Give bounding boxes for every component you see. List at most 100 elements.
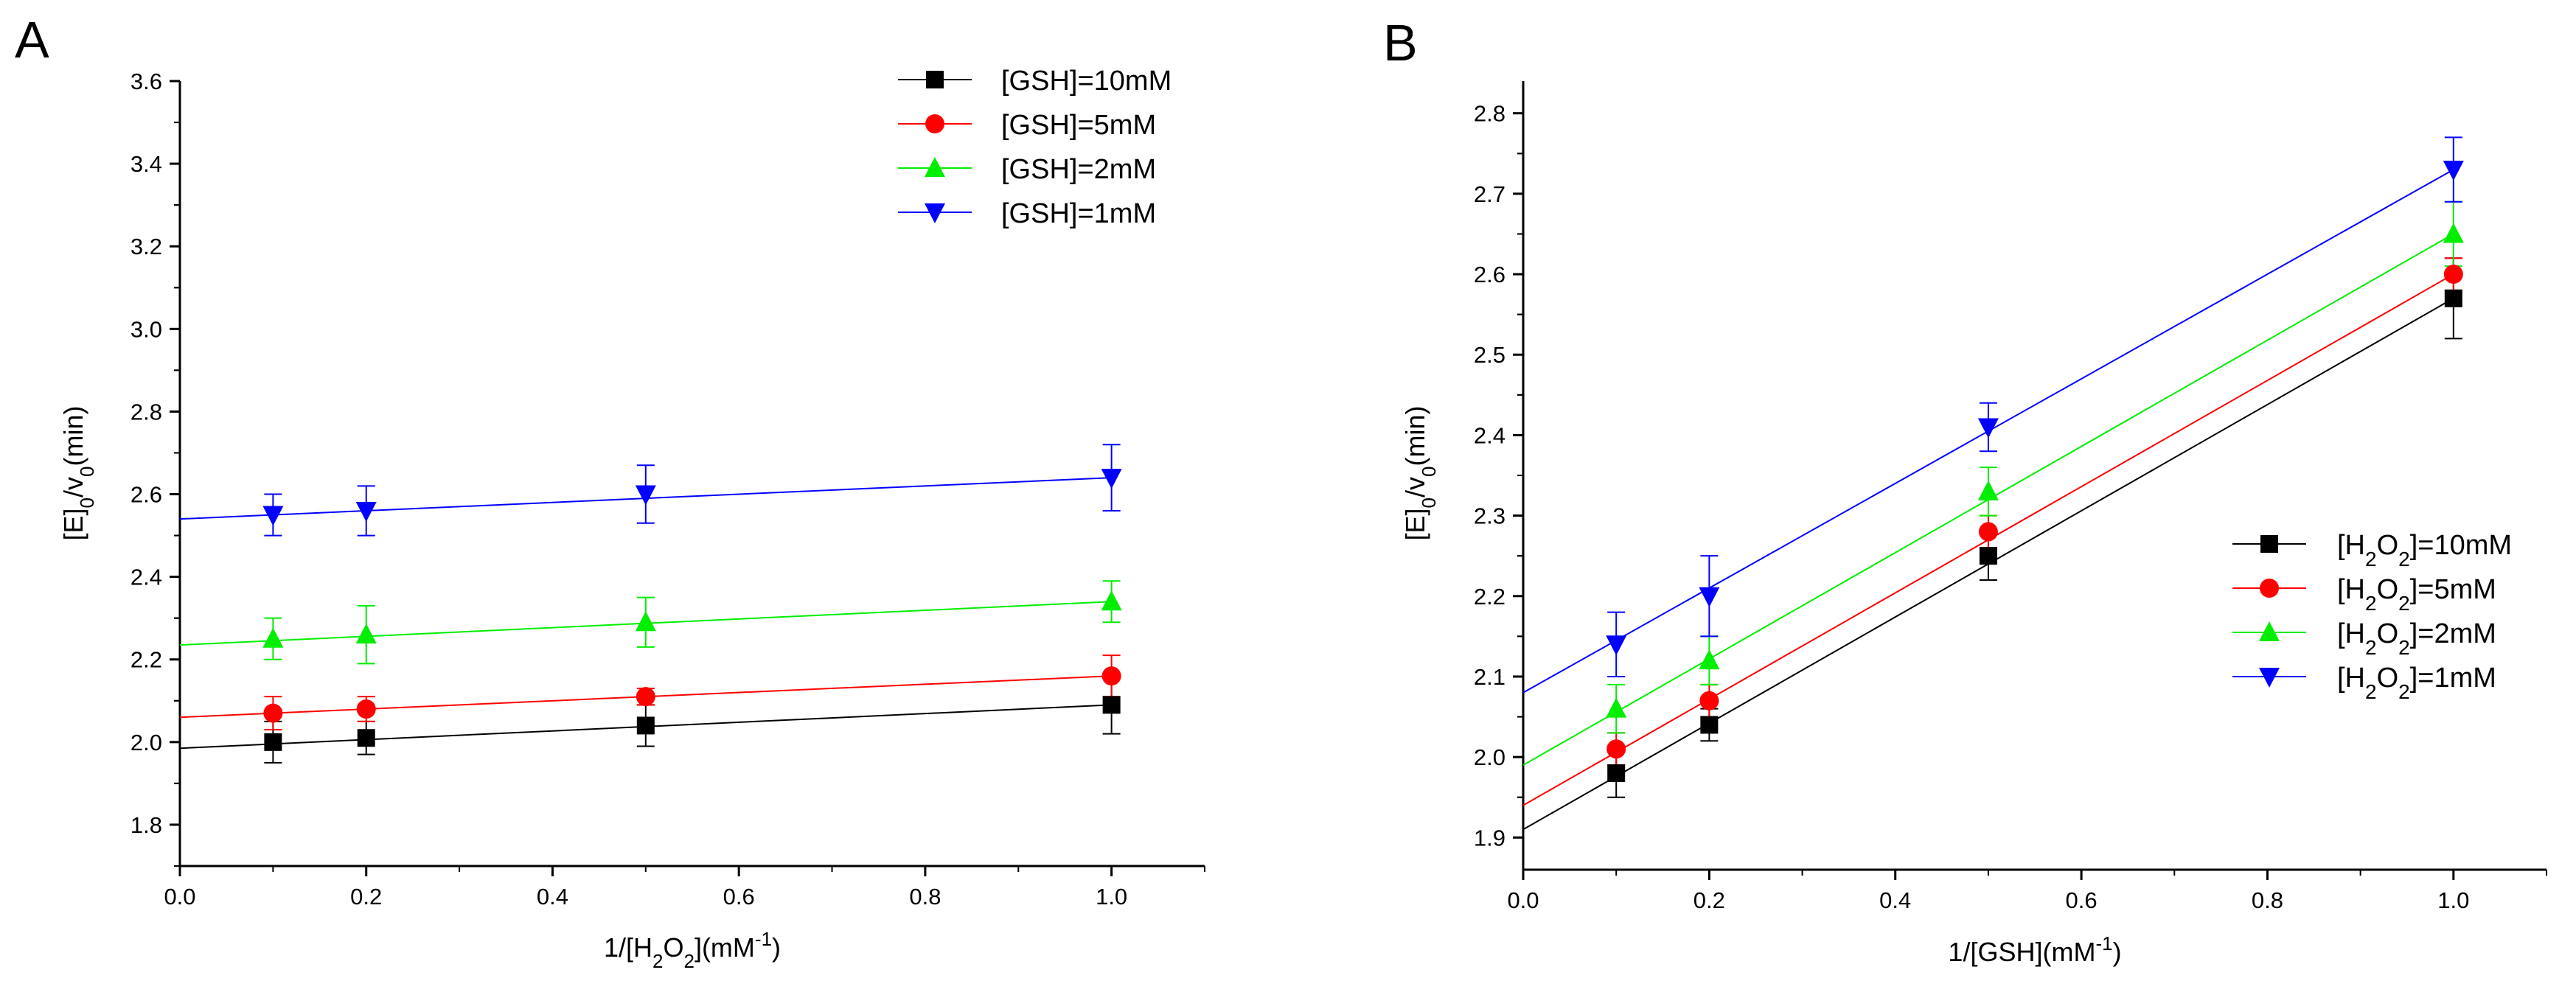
legend-b-marker-3 (2259, 621, 2280, 641)
chart-b-point (1978, 522, 1998, 542)
chart-a-ticks: 0.0 0.2 0.4 0.6 0.8 1.0 1.8 2.0 2.2 2.4 2.6 2.8 3.0 3… (130, 69, 1205, 910)
chart-a-y-tick-label: 3.4 (130, 151, 162, 177)
chart-a-point (264, 733, 282, 751)
legend-b-label-1: [H2O2]=10mM (2337, 530, 2512, 570)
legend-a-marker-4 (925, 203, 945, 223)
chart-a-x-tick-label: 0.4 (537, 884, 568, 910)
chart-a-x-label: 1/[H2O2](mM-1) (604, 928, 781, 972)
chart-b-y-tick-label: 2.8 (1474, 101, 1505, 127)
chart-b-error-bars (1607, 136, 2462, 798)
chart-a: 0.0 0.2 0.4 0.6 0.8 1.0 1.8 2.0 2.2 2.4 2.6 2.8 3.0 3… (58, 66, 1205, 972)
legend-a-label-3: [GSH]=2mM (1001, 154, 1156, 185)
chart-b: 0.0 0.2 0.4 0.6 0.8 1.0 1.9 2.0 2.1 2.2 2.3 2.4 2.5 2… (1400, 81, 2547, 967)
chart-a-point (1102, 696, 1121, 714)
chart-b-point (1699, 691, 1719, 711)
chart-a-point (1101, 590, 1122, 611)
chart-a-y-tick-label: 2.6 (130, 482, 162, 508)
chart-b-point (1607, 764, 1626, 782)
chart-b-x-tick-label: 0.0 (1507, 887, 1539, 913)
chart-b-y-tick-label: 1.9 (1474, 825, 1505, 851)
chart-b-point (1606, 739, 1626, 759)
chart-b-point (1977, 418, 1999, 439)
chart-a-point (635, 485, 656, 506)
chart-a-y-tick-label: 2.2 (130, 647, 162, 673)
chart-b-y-tick-label: 2.7 (1474, 181, 1505, 207)
chart-b-axes (1522, 81, 2547, 871)
chart-b-point (1979, 547, 1997, 565)
chart-b-markers (1606, 161, 2464, 782)
chart-b-y-tick-label: 2.3 (1474, 503, 1505, 529)
legend-b-label-3: [H2O2]=2mM (2337, 618, 2496, 659)
legend-a-marker-2 (925, 114, 944, 133)
chart-a-point (357, 729, 375, 747)
chart-b-point (2444, 289, 2462, 307)
chart-a-point (355, 624, 377, 644)
chart-a-y-tick-label: 3.6 (130, 69, 162, 94)
chart-b-x-tick-label: 0.2 (1693, 887, 1725, 913)
chart-a-y-tick-label: 3.2 (130, 234, 162, 259)
chart-b-y-tick-label: 2.5 (1474, 342, 1505, 368)
chart-b-y-label: [E]0/v0(min) (1400, 406, 1440, 541)
chart-b-y-tick-label: 2.4 (1474, 422, 1505, 448)
chart-b-x-tick-label: 1.0 (2437, 887, 2469, 913)
chart-a-x-tick-label: 0.0 (164, 884, 195, 910)
chart-a-markers (262, 469, 1122, 751)
chart-b-y-tick-label: 2.1 (1474, 664, 1505, 690)
chart-b-x-tick-label: 0.8 (2252, 887, 2283, 913)
chart-b-y-tick-label: 2.2 (1474, 584, 1505, 610)
chart-a-y-tick-label: 3.0 (130, 316, 162, 342)
chart-b-point (1606, 635, 1627, 656)
chart-a-y-tick-label: 1.8 (130, 812, 162, 838)
chart-a-point (1101, 666, 1121, 686)
legend-b-marker-4 (2259, 668, 2280, 688)
legend-a-marker-3 (925, 157, 945, 177)
chart-a-x-tick-label: 0.6 (723, 884, 755, 910)
legend-b-label-2: [H2O2]=5mM (2337, 574, 2496, 615)
legend-a-label-2: [GSH]=5mM (1001, 110, 1156, 141)
legend-a-label-4: [GSH]=1mM (1001, 198, 1156, 229)
chart-b-point (1606, 697, 1627, 718)
chart-a-error-bars (264, 444, 1121, 764)
chart-a-y-label: [E]0/v0(min) (58, 406, 98, 541)
chart-a-point (636, 716, 655, 735)
chart-a-axes (178, 81, 1205, 867)
chart-b-x-tick-label: 0.4 (1879, 887, 1911, 913)
chart-b-ticks: 0.0 0.2 0.4 0.6 0.8 1.0 1.9 2.0 2.1 2.2 2.3 2.4 2.5 2… (1474, 101, 2547, 913)
chart-a-y-tick-label: 2.8 (130, 399, 162, 425)
chart-b-point (1699, 587, 1720, 607)
chart-a-y-tick-label: 2.0 (130, 730, 162, 755)
chart-a-legend: [GSH]=10mM [GSH]=5mM [GSH]=2mM [GSH]=1mM (898, 66, 1172, 229)
chart-b-point (2443, 223, 2464, 243)
chart-a-point (355, 501, 377, 522)
chart-a-point (635, 611, 656, 632)
chart-b-x-tick-label: 0.6 (2066, 887, 2098, 913)
chart-b-legend: [H2O2]=10mM [H2O2]=5mM [H2O2]=2mM [H2O2]… (2232, 530, 2512, 703)
chart-b-point (1699, 649, 1720, 670)
chart-a-point (636, 687, 655, 707)
legend-b-label-4: [H2O2]=1mM (2337, 663, 2496, 703)
chart-a-x-tick-label: 0.2 (350, 884, 382, 910)
chart-b-y-tick-label: 2.6 (1474, 262, 1505, 287)
chart-b-point (2443, 265, 2463, 284)
chart-b-point (2443, 161, 2464, 181)
chart-a-point (1101, 469, 1122, 489)
chart-a-point (262, 506, 284, 526)
chart-a-point (262, 627, 284, 648)
legend-a-label-1: [GSH]=10mM (1001, 66, 1172, 97)
legend-a-marker-1 (926, 71, 944, 88)
chart-a-x-tick-label: 1.0 (1096, 884, 1127, 910)
chart-b-x-label: 1/[GSH](mM-1) (1948, 932, 2121, 967)
legend-b-marker-2 (2260, 579, 2279, 598)
panel-label-a: A (15, 11, 49, 69)
chart-a-point (356, 699, 376, 719)
panel-label-b: B (1383, 14, 1418, 71)
chart-b-y-tick-label: 2.0 (1474, 744, 1505, 770)
chart-b-point (1977, 480, 1999, 500)
chart-b-point (1700, 716, 1719, 734)
chart-a-point (263, 703, 283, 723)
chart-a-x-tick-label: 0.8 (909, 884, 941, 910)
legend-b-marker-1 (2260, 535, 2278, 553)
chart-a-y-tick-label: 2.4 (130, 565, 162, 590)
